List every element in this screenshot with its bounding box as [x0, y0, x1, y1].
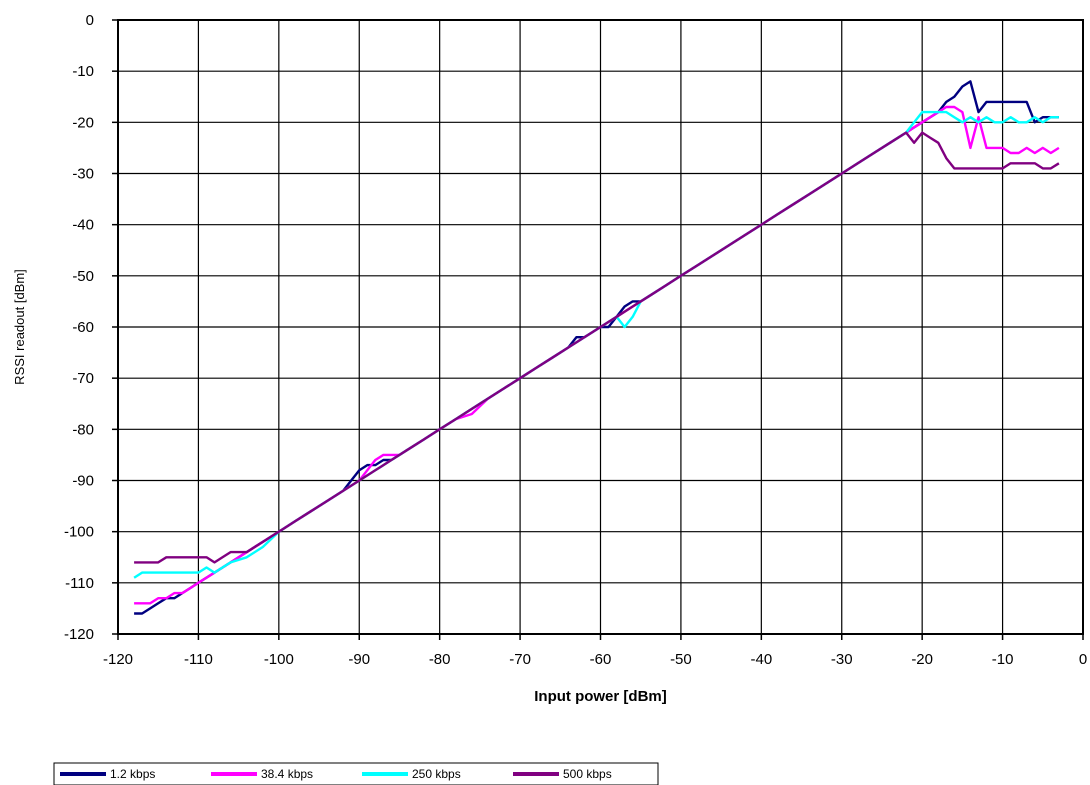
legend-label: 500 kbps: [563, 767, 612, 781]
x-tick-label: -10: [992, 651, 1014, 668]
y-tick-label: -90: [72, 473, 94, 490]
series-line-2: [134, 105, 1060, 605]
y-tick-label: -120: [64, 626, 94, 643]
y-tick-label: -80: [72, 421, 94, 438]
y-tick-label: -60: [72, 319, 94, 336]
legend-box: [53, 762, 659, 785]
legend: 1.2 kbps 38.4 kbps 250 kbps 500 kbps: [53, 762, 659, 785]
x-tick-label: -50: [670, 651, 692, 668]
legend-label: 1.2 kbps: [110, 767, 155, 781]
y-tick-label: -20: [72, 114, 94, 131]
y-tick-label: -30: [72, 166, 94, 183]
legend-label: 38.4 kbps: [261, 767, 313, 781]
x-axis-title: Input power [dBm]: [534, 688, 666, 705]
x-tick-label: -40: [750, 651, 772, 668]
x-tick-label: -120: [103, 651, 133, 668]
x-tick-label: 0: [1079, 651, 1087, 668]
x-tick-label: -30: [831, 651, 853, 668]
y-tick-label: -10: [72, 63, 94, 80]
series-line-4: [134, 131, 1060, 564]
x-tick-labels: -120 -110 -100 -90 -80 -70 -60 -50 -40 -30 -20 -10 0: [103, 634, 1087, 668]
y-axis-title: RSSI readout [dBm]: [12, 269, 27, 385]
series-line-1: [134, 80, 1059, 615]
x-tick-label: -100: [264, 651, 294, 668]
x-tick-label: -20: [911, 651, 933, 668]
y-tick-label: 0: [86, 12, 94, 29]
y-tick-label: -40: [72, 217, 94, 234]
x-tick-label: -110: [184, 651, 213, 668]
y-tick-label: -70: [72, 370, 94, 387]
legend-label: 250 kbps: [412, 767, 461, 781]
y-tick-label: -110: [65, 575, 94, 592]
y-tick-labels: 0 -10 -20 -30 -40 -50 -60 -70 -80 -90 -100 -110 -120: [64, 12, 118, 643]
x-tick-label: -60: [590, 651, 612, 668]
series-line-3: [133, 110, 1059, 579]
x-tick-label: -70: [509, 651, 531, 668]
y-tick-label: -100: [64, 524, 94, 541]
x-tick-label: -80: [429, 651, 451, 668]
x-tick-label: -90: [348, 651, 370, 668]
y-tick-label: -50: [72, 268, 94, 285]
series-lines: [133, 80, 1060, 615]
